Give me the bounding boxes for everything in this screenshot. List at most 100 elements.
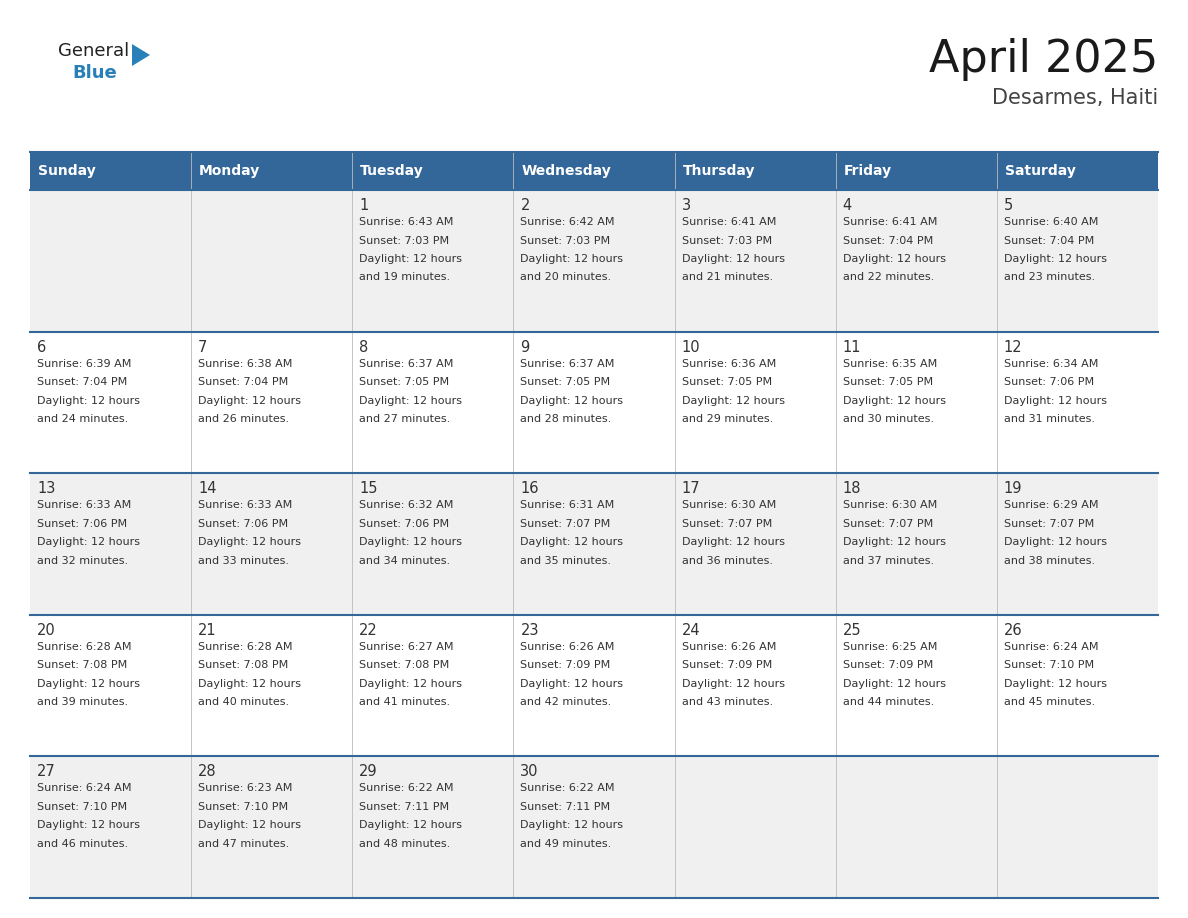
- Text: April 2025: April 2025: [929, 38, 1158, 81]
- Text: Daylight: 12 hours: Daylight: 12 hours: [359, 678, 462, 688]
- Text: Sunrise: 6:26 AM: Sunrise: 6:26 AM: [682, 642, 776, 652]
- Text: Daylight: 12 hours: Daylight: 12 hours: [1004, 254, 1107, 264]
- Text: 11: 11: [842, 340, 861, 354]
- Text: and 41 minutes.: and 41 minutes.: [359, 698, 450, 707]
- Text: and 31 minutes.: and 31 minutes.: [1004, 414, 1095, 424]
- Text: and 30 minutes.: and 30 minutes.: [842, 414, 934, 424]
- Text: Sunrise: 6:22 AM: Sunrise: 6:22 AM: [520, 783, 615, 793]
- Text: Sunset: 7:08 PM: Sunset: 7:08 PM: [198, 660, 289, 670]
- Text: Sunrise: 6:25 AM: Sunrise: 6:25 AM: [842, 642, 937, 652]
- Text: Sunrise: 6:30 AM: Sunrise: 6:30 AM: [682, 500, 776, 510]
- Text: 6: 6: [37, 340, 46, 354]
- Text: 4: 4: [842, 198, 852, 213]
- Text: Daylight: 12 hours: Daylight: 12 hours: [359, 254, 462, 264]
- Bar: [30, 331, 1158, 473]
- Text: Daylight: 12 hours: Daylight: 12 hours: [682, 396, 784, 406]
- Text: Sunset: 7:05 PM: Sunset: 7:05 PM: [842, 377, 933, 387]
- Text: Sunrise: 6:34 AM: Sunrise: 6:34 AM: [1004, 359, 1098, 369]
- Text: Sunset: 7:04 PM: Sunset: 7:04 PM: [1004, 236, 1094, 245]
- Text: Sunrise: 6:41 AM: Sunrise: 6:41 AM: [842, 217, 937, 227]
- Text: Sunrise: 6:39 AM: Sunrise: 6:39 AM: [37, 359, 132, 369]
- Text: Sunrise: 6:43 AM: Sunrise: 6:43 AM: [359, 217, 454, 227]
- Text: Sunset: 7:05 PM: Sunset: 7:05 PM: [520, 377, 611, 387]
- Text: 10: 10: [682, 340, 700, 354]
- Text: Sunrise: 6:26 AM: Sunrise: 6:26 AM: [520, 642, 615, 652]
- Text: and 28 minutes.: and 28 minutes.: [520, 414, 612, 424]
- Text: 3: 3: [682, 198, 690, 213]
- Text: and 45 minutes.: and 45 minutes.: [1004, 698, 1095, 707]
- Text: Daylight: 12 hours: Daylight: 12 hours: [359, 821, 462, 831]
- Text: and 40 minutes.: and 40 minutes.: [198, 698, 289, 707]
- Text: Sunrise: 6:40 AM: Sunrise: 6:40 AM: [1004, 217, 1098, 227]
- Text: 2: 2: [520, 198, 530, 213]
- Text: 9: 9: [520, 340, 530, 354]
- Text: Sunset: 7:06 PM: Sunset: 7:06 PM: [198, 519, 289, 529]
- Text: Sunrise: 6:37 AM: Sunrise: 6:37 AM: [359, 359, 454, 369]
- Text: Daylight: 12 hours: Daylight: 12 hours: [37, 537, 140, 547]
- Text: Sunset: 7:09 PM: Sunset: 7:09 PM: [682, 660, 772, 670]
- Text: Sunrise: 6:24 AM: Sunrise: 6:24 AM: [37, 783, 132, 793]
- Text: Friday: Friday: [843, 164, 892, 178]
- Text: and 48 minutes.: and 48 minutes.: [359, 839, 450, 849]
- Text: Daylight: 12 hours: Daylight: 12 hours: [682, 254, 784, 264]
- Text: and 29 minutes.: and 29 minutes.: [682, 414, 773, 424]
- Text: 7: 7: [198, 340, 208, 354]
- Text: Sunrise: 6:28 AM: Sunrise: 6:28 AM: [198, 642, 292, 652]
- Text: and 33 minutes.: and 33 minutes.: [198, 555, 289, 565]
- Text: Sunset: 7:07 PM: Sunset: 7:07 PM: [842, 519, 933, 529]
- Text: and 22 minutes.: and 22 minutes.: [842, 273, 934, 283]
- Text: and 49 minutes.: and 49 minutes.: [520, 839, 612, 849]
- Bar: [30, 190, 1158, 331]
- Text: Sunset: 7:05 PM: Sunset: 7:05 PM: [682, 377, 772, 387]
- Text: Sunset: 7:08 PM: Sunset: 7:08 PM: [37, 660, 127, 670]
- Text: 27: 27: [37, 765, 56, 779]
- Text: Blue: Blue: [72, 64, 116, 82]
- Text: Daylight: 12 hours: Daylight: 12 hours: [198, 396, 301, 406]
- Text: Sunrise: 6:22 AM: Sunrise: 6:22 AM: [359, 783, 454, 793]
- Text: Daylight: 12 hours: Daylight: 12 hours: [1004, 678, 1107, 688]
- Text: 1: 1: [359, 198, 368, 213]
- Text: and 23 minutes.: and 23 minutes.: [1004, 273, 1095, 283]
- Text: Sunset: 7:04 PM: Sunset: 7:04 PM: [37, 377, 127, 387]
- Text: Sunset: 7:04 PM: Sunset: 7:04 PM: [842, 236, 933, 245]
- Text: Desarmes, Haiti: Desarmes, Haiti: [992, 88, 1158, 108]
- Text: and 35 minutes.: and 35 minutes.: [520, 555, 612, 565]
- Text: Sunset: 7:03 PM: Sunset: 7:03 PM: [359, 236, 449, 245]
- Text: Daylight: 12 hours: Daylight: 12 hours: [198, 537, 301, 547]
- Text: Daylight: 12 hours: Daylight: 12 hours: [682, 678, 784, 688]
- Text: Sunset: 7:03 PM: Sunset: 7:03 PM: [682, 236, 772, 245]
- Text: Sunrise: 6:41 AM: Sunrise: 6:41 AM: [682, 217, 776, 227]
- Text: 30: 30: [520, 765, 539, 779]
- Text: Monday: Monday: [200, 164, 260, 178]
- Text: and 37 minutes.: and 37 minutes.: [842, 555, 934, 565]
- Text: and 42 minutes.: and 42 minutes.: [520, 698, 612, 707]
- Text: 24: 24: [682, 622, 700, 638]
- Text: General: General: [58, 42, 129, 60]
- Text: Daylight: 12 hours: Daylight: 12 hours: [359, 537, 462, 547]
- Text: and 39 minutes.: and 39 minutes.: [37, 698, 128, 707]
- Text: and 21 minutes.: and 21 minutes.: [682, 273, 772, 283]
- Text: Daylight: 12 hours: Daylight: 12 hours: [520, 537, 624, 547]
- Text: 26: 26: [1004, 622, 1023, 638]
- Text: Sunrise: 6:42 AM: Sunrise: 6:42 AM: [520, 217, 615, 227]
- Text: Saturday: Saturday: [1005, 164, 1075, 178]
- Text: and 27 minutes.: and 27 minutes.: [359, 414, 450, 424]
- Text: Sunset: 7:06 PM: Sunset: 7:06 PM: [1004, 377, 1094, 387]
- Text: Sunrise: 6:28 AM: Sunrise: 6:28 AM: [37, 642, 132, 652]
- Text: Thursday: Thursday: [683, 164, 756, 178]
- Text: Daylight: 12 hours: Daylight: 12 hours: [842, 537, 946, 547]
- Text: Daylight: 12 hours: Daylight: 12 hours: [842, 396, 946, 406]
- Text: and 24 minutes.: and 24 minutes.: [37, 414, 128, 424]
- Text: Sunset: 7:07 PM: Sunset: 7:07 PM: [520, 519, 611, 529]
- Text: and 32 minutes.: and 32 minutes.: [37, 555, 128, 565]
- Text: Daylight: 12 hours: Daylight: 12 hours: [37, 821, 140, 831]
- Text: Sunset: 7:06 PM: Sunset: 7:06 PM: [37, 519, 127, 529]
- Text: 21: 21: [198, 622, 216, 638]
- Text: Daylight: 12 hours: Daylight: 12 hours: [1004, 537, 1107, 547]
- Text: Sunset: 7:04 PM: Sunset: 7:04 PM: [198, 377, 289, 387]
- Text: Sunset: 7:07 PM: Sunset: 7:07 PM: [1004, 519, 1094, 529]
- Text: Sunset: 7:10 PM: Sunset: 7:10 PM: [1004, 660, 1094, 670]
- Text: 18: 18: [842, 481, 861, 497]
- Text: Sunrise: 6:35 AM: Sunrise: 6:35 AM: [842, 359, 937, 369]
- Text: Daylight: 12 hours: Daylight: 12 hours: [842, 254, 946, 264]
